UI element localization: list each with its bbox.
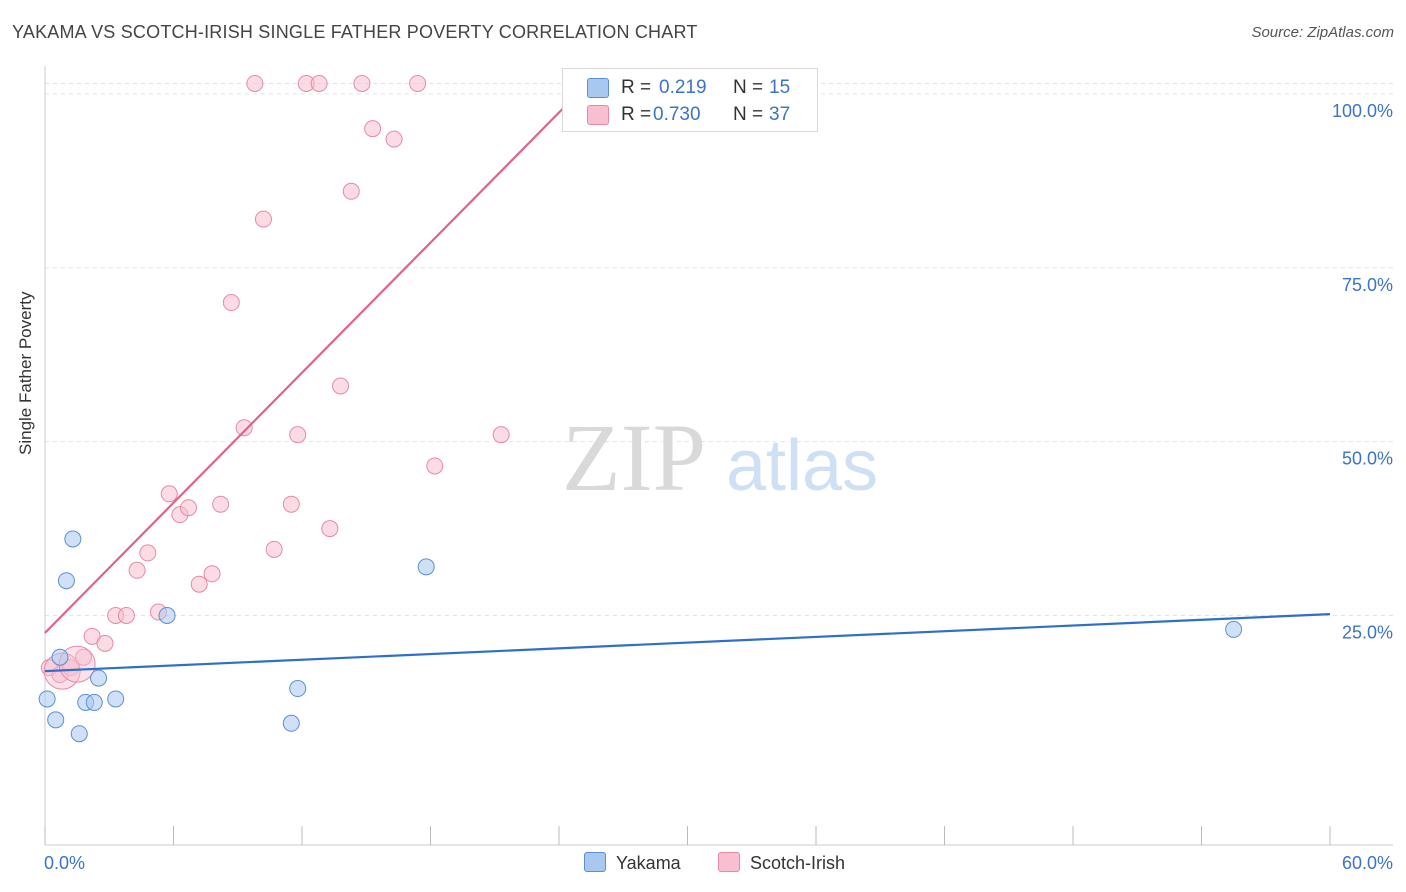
scotch-irish-point — [282, 495, 300, 513]
scotch-irish-point — [139, 544, 157, 562]
scotch-irish-point — [212, 495, 230, 513]
scotch-irish-point — [128, 561, 146, 579]
legend-swatch-yakama — [587, 78, 609, 98]
scotch-irish-point — [310, 74, 328, 92]
scotch-irish-point — [492, 426, 510, 444]
correlation-legend: R = 0.219 N = 15 R = 0.730 N = 37 — [562, 68, 818, 132]
watermark: ZIP atlas — [562, 404, 878, 511]
scotch-irish-point — [190, 575, 208, 593]
y-tick-label: 25.0% — [1342, 623, 1393, 643]
scotch-irish-point — [426, 457, 444, 475]
yakama-point — [47, 711, 65, 729]
yakama-point — [57, 572, 75, 590]
scotch-irish-trend-line — [44, 79, 592, 634]
scotch-irish-points — [40, 74, 510, 690]
yakama-point — [1225, 620, 1243, 638]
chart-source: Source: ZipAtlas.com — [1251, 24, 1394, 41]
chart-title: YAKAMA VS SCOTCH-IRISH SINGLE FATHER POV… — [12, 22, 698, 42]
legend-swatch-scotch-irish — [587, 105, 609, 125]
scotch-irish-point — [409, 74, 427, 92]
yakama-point — [158, 607, 176, 624]
yakama-point — [90, 669, 108, 687]
scotch-irish-point — [385, 130, 403, 148]
scotch-irish-point — [332, 377, 350, 395]
scotch-irish-point — [62, 659, 80, 677]
scotch-irish-point — [353, 74, 371, 92]
scotch-irish-point — [364, 120, 382, 138]
yakama-point — [70, 725, 88, 743]
axes — [44, 66, 1393, 846]
gridlines — [45, 82, 1393, 616]
watermark-zip: ZIP — [562, 404, 706, 511]
y-axis-label: Single Father Poverty — [16, 291, 35, 455]
trend-lines — [44, 79, 1331, 673]
bottom-legend-yakama: Yakama — [584, 852, 681, 874]
yakama-point — [51, 648, 69, 666]
bottom-legend-label-yakama: Yakama — [616, 853, 681, 873]
scotch-irish-point — [321, 520, 339, 538]
scotch-irish-point — [203, 565, 221, 583]
scotch-irish-point — [342, 182, 360, 200]
yakama-point — [64, 530, 82, 548]
legend-n-label: N = — [733, 77, 764, 98]
x-tick-label-max: 60.0% — [1342, 853, 1393, 873]
bottom-legend-label-scotch-irish: Scotch-Irish — [750, 853, 846, 873]
scotch-irish-point — [222, 294, 240, 312]
yakama-trend-line — [44, 613, 1331, 673]
legend-n-label: N = — [733, 104, 764, 125]
bottom-legend-swatch-yakama — [584, 852, 606, 872]
bottom-legend-scotch-irish: Scotch-Irish — [718, 852, 845, 874]
legend-n-value-yakama: 15 — [769, 77, 791, 98]
yakama-point — [282, 714, 300, 732]
x-tick-label-min: 0.0% — [44, 853, 85, 873]
yakama-point — [85, 693, 103, 711]
legend-n-value-scotch-irish: 37 — [769, 104, 791, 125]
yakama-point — [417, 558, 435, 576]
legend-r-label: R = — [621, 104, 652, 125]
yakama-point — [289, 680, 307, 698]
scotch-irish-point — [160, 485, 178, 503]
scotch-irish-point — [246, 74, 264, 92]
scotch-irish-point — [179, 499, 197, 517]
legend-r-label: R = — [621, 77, 652, 98]
yakama-point — [107, 690, 125, 708]
yakama-point — [38, 690, 56, 708]
scotch-irish-point — [75, 648, 93, 666]
scotch-irish-point — [96, 634, 114, 652]
bottom-legend-swatch-scotch-irish — [718, 852, 740, 872]
scotch-irish-point — [265, 540, 283, 558]
scotch-irish-point — [117, 607, 135, 624]
y-tick-label: 100.0% — [1332, 101, 1393, 121]
scotch-irish-point — [254, 210, 272, 228]
legend-r-value-yakama: 0.219 — [659, 77, 707, 98]
y-tick-label: 50.0% — [1342, 449, 1393, 469]
tick-labels: 25.0% 50.0% 75.0% 100.0% 0.0% 60.0% — [44, 101, 1393, 873]
scotch-irish-point — [289, 426, 307, 444]
yakama-points — [38, 530, 1243, 743]
scotch-irish-point — [235, 419, 253, 437]
y-tick-label: 75.0% — [1342, 275, 1393, 295]
watermark-atlas: atlas — [726, 426, 878, 506]
legend-r-value-scotch-irish: 0.730 — [653, 104, 701, 125]
